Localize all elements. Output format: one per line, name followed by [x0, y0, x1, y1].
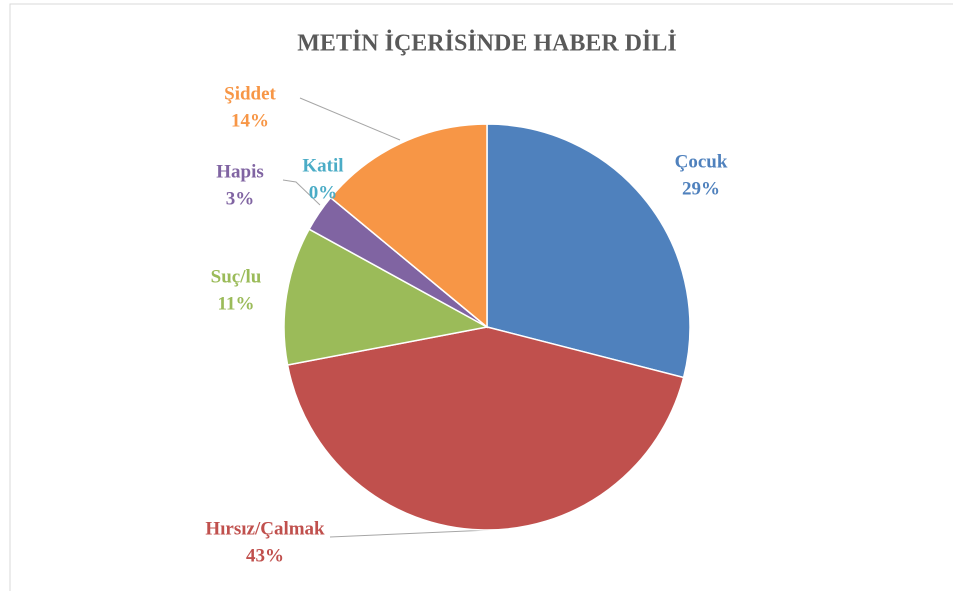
slice-value-label: 14%: [231, 110, 269, 131]
slice-value-label: 43%: [246, 545, 284, 566]
slice-value-label: 3%: [226, 188, 255, 209]
leader-line: [282, 179, 321, 206]
slice-label: Hapis: [216, 161, 264, 182]
slice-value-label: 0%: [309, 182, 338, 203]
chart-title: METİN İÇERİSİNDE HABER DİLİ: [297, 31, 676, 57]
slice-label: Çocuk: [675, 151, 728, 172]
pie-slice: [486, 123, 691, 379]
leader-line: [299, 97, 401, 141]
leader-lines: [282, 97, 491, 538]
slice-value-label: 29%: [682, 178, 720, 199]
slice-label: Suç/lu: [211, 266, 262, 287]
pie-slice: [329, 123, 488, 329]
leader-line: [329, 529, 491, 538]
pie-slice: [283, 228, 490, 366]
pie-slice: [286, 326, 685, 531]
slice-label: Katil: [302, 155, 343, 176]
slice-label: Hırsız/Çalmak: [205, 518, 325, 539]
slice-label: Şiddet: [224, 83, 276, 104]
slice-value-label: 11%: [218, 293, 255, 314]
